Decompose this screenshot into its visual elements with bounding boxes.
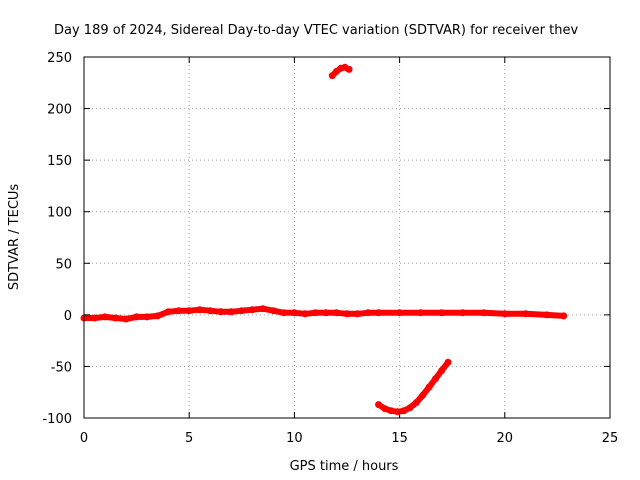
- data-point: [206, 307, 214, 315]
- data-point: [412, 399, 420, 406]
- y-tick-label: 200: [47, 103, 72, 118]
- data-series: [80, 63, 568, 416]
- x-axis-label: GPS time / hours: [290, 459, 399, 474]
- data-point: [154, 312, 162, 320]
- data-point: [259, 305, 267, 313]
- y-axis-label: SDTVAR / TECUs: [7, 184, 22, 291]
- data-point: [333, 309, 340, 317]
- data-point: [345, 65, 353, 73]
- data-point: [543, 311, 551, 319]
- data-point: [444, 358, 452, 366]
- data-point: [354, 310, 361, 318]
- data-point: [227, 308, 235, 316]
- chart-title: Day 189 of 2024, Sidereal Day-to-day VTE…: [54, 23, 578, 38]
- data-point: [375, 401, 383, 409]
- data-point: [301, 310, 309, 318]
- data-point: [238, 307, 246, 315]
- data-point: [438, 309, 446, 317]
- data-point: [280, 309, 288, 317]
- data-point: [133, 313, 141, 321]
- data-point: [185, 307, 193, 315]
- data-point: [364, 309, 372, 317]
- y-tick-label: -100: [42, 412, 72, 427]
- y-tick-label: 150: [47, 154, 72, 169]
- data-point: [91, 314, 98, 322]
- plot-frame: [83, 56, 611, 419]
- data-point: [322, 309, 330, 317]
- y-tick-label: 250: [47, 51, 72, 66]
- data-point: [501, 310, 509, 318]
- x-tick-label: 0: [80, 431, 88, 446]
- data-point: [522, 310, 530, 318]
- x-tick-label: 20: [497, 431, 514, 446]
- data-point: [196, 306, 204, 314]
- data-point: [406, 404, 414, 412]
- x-tick-label: 10: [286, 431, 303, 446]
- data-point: [438, 367, 446, 375]
- data-point: [343, 310, 351, 318]
- series-line-arc-low: [375, 359, 451, 415]
- data-point: [164, 308, 172, 316]
- data-point: [122, 315, 130, 323]
- data-point: [417, 309, 425, 317]
- gridlines: [84, 57, 610, 418]
- data-point: [396, 309, 404, 317]
- data-point: [290, 309, 298, 317]
- y-tick-label: 0: [64, 309, 72, 324]
- data-point: [400, 407, 408, 415]
- data-point: [425, 383, 433, 391]
- data-point: [381, 405, 389, 413]
- y-tick-label: 50: [55, 257, 72, 272]
- x-tick-label: 15: [391, 431, 408, 446]
- data-point: [311, 309, 319, 317]
- data-point: [459, 309, 467, 317]
- data-point: [269, 307, 277, 315]
- data-point: [248, 306, 256, 314]
- x-tick-label: 5: [185, 431, 193, 446]
- data-point: [560, 312, 568, 320]
- y-tick-label: -50: [51, 360, 72, 375]
- data-point: [419, 391, 427, 399]
- data-point: [143, 313, 151, 321]
- data-point: [112, 314, 120, 322]
- x-tick-label: 25: [602, 431, 619, 446]
- data-point: [217, 308, 225, 316]
- data-point: [175, 307, 183, 315]
- data-point: [431, 375, 439, 383]
- data-point: [101, 313, 109, 321]
- y-tick-label: 100: [47, 206, 72, 221]
- axis-ticks: 0 5 10 15 20 25 -100 -50 0 50 100 150 200 250: [42, 51, 618, 446]
- data-point: [387, 407, 395, 415]
- data-point: [375, 309, 383, 317]
- data-point: [480, 309, 488, 317]
